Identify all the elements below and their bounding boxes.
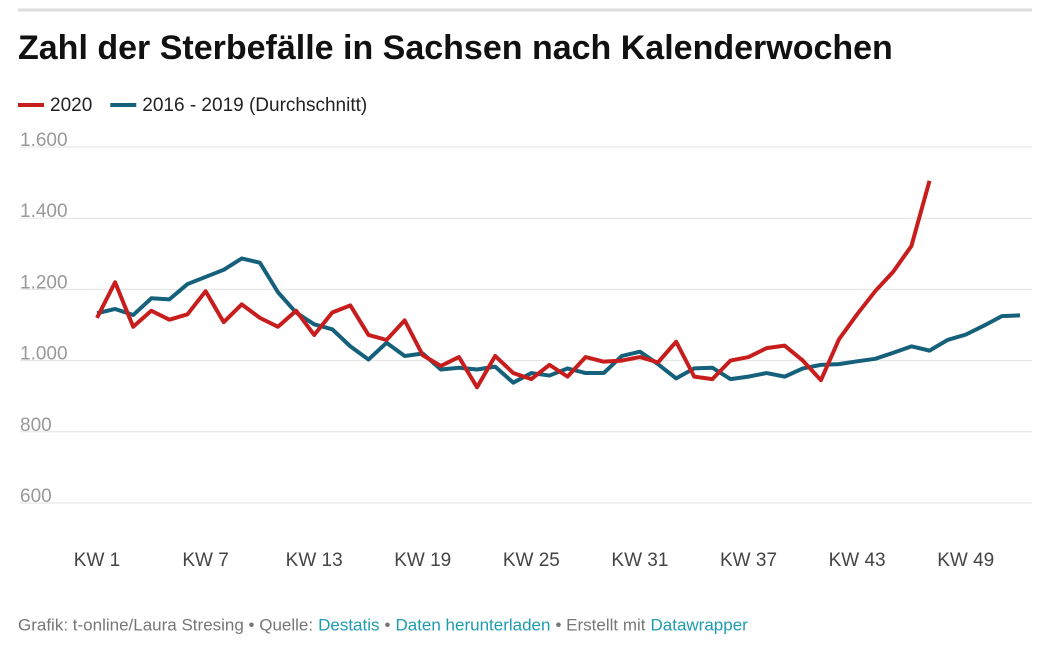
x-tick-label: KW 49 [937,550,994,571]
x-tick-label: KW 43 [829,550,886,571]
x-tick-label: KW 25 [503,550,560,571]
x-tick-label: KW 7 [182,550,228,571]
x-tick-label: KW 31 [611,550,668,571]
x-tick-label: KW 13 [286,550,343,571]
series-line [95,180,932,390]
legend: 2020 2016 - 2019 (Durchschnitt) [18,95,367,116]
footer-text: • [385,615,391,634]
footer-text: • Erstellt mit [555,615,645,634]
plot: 600 800 1.000 1.200 1.400 1.600 KW 1 KW 7 KW 13 K… [20,130,1032,571]
y-tick-label: 1.200 [20,272,68,293]
x-tick-label: KW 19 [394,550,451,571]
legend-label: 2020 [50,95,92,116]
footer: Grafik: t-online/Laura Stresing • Quelle… [18,615,748,634]
footer-link[interactable]: Destatis [318,615,379,634]
series-line [96,256,1021,385]
footer-link[interactable]: Daten herunterladen [395,615,550,634]
y-tick-label: 800 [20,415,52,436]
x-tick-label: KW 1 [74,550,120,571]
chart-title: Zahl der Sterbefälle in Sachsen nach Kal… [18,29,893,67]
x-tick-label: KW 37 [720,550,777,571]
y-tick-label: 1.600 [20,130,68,151]
y-tick-label: 1.000 [20,344,68,365]
legend-label: 2016 - 2019 (Durchschnitt) [142,95,367,116]
footer-text: Grafik: t-online/Laura Stresing • Quelle… [18,615,313,634]
y-tick-label: 600 [20,486,52,507]
y-tick-label: 1.400 [20,201,68,222]
footer-link[interactable]: Datawrapper [651,615,749,634]
